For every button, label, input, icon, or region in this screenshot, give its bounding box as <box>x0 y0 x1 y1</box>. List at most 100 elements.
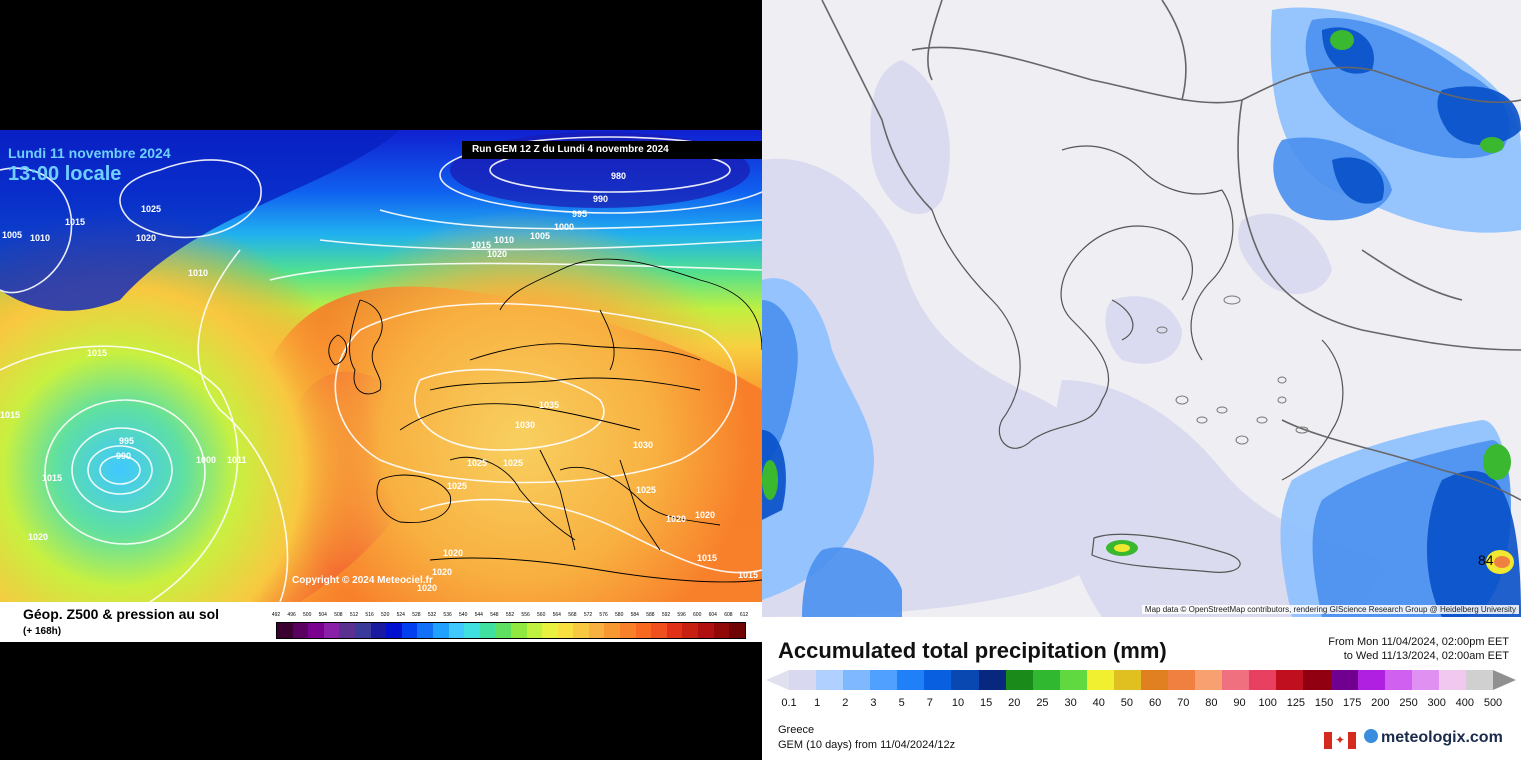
model-run-label: Run GEM 12 Z du Lundi 4 novembre 2024 <box>462 141 762 159</box>
precip-scale-tick: 300 <box>1427 697 1446 709</box>
z500-scale-tick: 512 <box>349 612 359 618</box>
z500-scale-tick: 496 <box>287 612 296 618</box>
precip-scale-swatch <box>1411 670 1439 690</box>
precip-scale-swatch <box>843 670 871 690</box>
z500-scale-swatch <box>526 623 543 638</box>
pressure-label: 995 <box>119 436 135 446</box>
precip-scale-swatch <box>1276 670 1304 690</box>
z500-scale-tick: 540 <box>459 612 468 618</box>
pressure-label: 1011 <box>227 455 247 465</box>
forecast-time: 13:00 locale <box>8 163 122 185</box>
precip-scale-tick: 50 <box>1120 697 1134 709</box>
precip-scale-swatch <box>1113 670 1142 690</box>
pressure-label: 980 <box>611 171 627 181</box>
z500-scale-swatch <box>479 623 496 638</box>
precip-scale-tick: 70 <box>1177 697 1190 709</box>
pressure-label: 1015 <box>697 553 718 563</box>
precip-scale-tick: 60 <box>1148 697 1162 709</box>
precip-scale-swatch <box>1303 670 1331 690</box>
pressure-label: 995 <box>572 209 588 219</box>
pressure-label: 1015 <box>65 217 86 227</box>
pressure-label: 1005 <box>530 231 551 241</box>
z500-scale-swatch <box>729 623 745 638</box>
z500-scale-tick: 520 <box>381 612 390 618</box>
z500-scale-tick: 600 <box>693 612 702 618</box>
z500-scale-tick: 532 <box>427 612 437 618</box>
pressure-label: 1025 <box>503 458 524 468</box>
z500-scale-labels: 492 496 500 504 508 512 516 520 524 528 532 536 540 5… <box>272 612 748 620</box>
pressure-label: 1020 <box>417 583 438 593</box>
precip-scale-swatch <box>1086 670 1114 690</box>
pressure-label: 1000 <box>196 455 217 465</box>
pressure-label: 1020 <box>695 510 716 520</box>
precip-scale-swatch <box>1059 670 1087 690</box>
z500-scale-swatch <box>495 623 511 638</box>
pressure-label: 1015 <box>0 410 21 420</box>
precipitation-map: 84 <box>762 0 1521 617</box>
precip-scale-tick: 10 <box>951 697 965 709</box>
z500-scale-tick: 608 <box>724 612 733 618</box>
precip-scale-tick: 7 <box>926 697 933 709</box>
precipitation-field <box>762 0 1521 617</box>
precipitation-color-scale <box>789 670 1494 690</box>
z500-scale-swatch <box>354 623 371 638</box>
pressure-label: 1005 <box>2 230 23 240</box>
z500-scale-tick: 528 <box>412 612 421 618</box>
z500-scale-swatch <box>713 623 730 638</box>
z500-scale-swatch <box>557 623 574 638</box>
precip-scale-tick: 175 <box>1343 697 1362 709</box>
z500-field <box>0 130 762 602</box>
precip-scale-swatch <box>1005 670 1033 690</box>
precip-scale-swatch <box>1438 670 1466 690</box>
z500-scale-swatch <box>542 623 558 638</box>
precip-scale-tick: 25 <box>1036 697 1049 709</box>
precip-scale-swatch <box>978 670 1006 690</box>
precip-scale-tick: 250 <box>1399 697 1418 709</box>
precip-scale-swatch <box>1330 670 1358 690</box>
precip-scale-swatch <box>1249 670 1277 690</box>
precip-scale-swatch <box>1222 670 1250 690</box>
precip-scale-tick: 90 <box>1233 697 1246 709</box>
pressure-label: 1015 <box>471 240 492 250</box>
precip-scale-tick: 0.1 <box>781 697 797 709</box>
pressure-label: 1020 <box>136 233 157 243</box>
brand-logo[interactable]: meteologix.com <box>1364 729 1503 747</box>
gem-z500-panel: Lundi 11 novembre 2024 13:00 locale Run … <box>0 130 762 642</box>
precip-scale-tick: 200 <box>1371 697 1390 709</box>
precip-scale-tick: 40 <box>1092 697 1105 709</box>
precipitation-scale-labels: 0.1 1 2 3 5 7 10 15 20 25 30 40 50 60 70 80 90 100 125 150 1… <box>781 697 1502 711</box>
precip-scale-swatch <box>897 670 925 690</box>
pressure-label: 1015 <box>87 348 108 358</box>
z500-scale-tick: 568 <box>568 612 577 618</box>
precip-scale-tick: 15 <box>979 697 993 709</box>
z500-scale-swatch <box>464 623 480 638</box>
z500-scale-swatch <box>292 623 309 638</box>
z500-scale-tick: 604 <box>708 612 717 618</box>
pressure-label: 1020 <box>443 548 464 558</box>
precip-scale-swatch <box>1032 670 1060 690</box>
z500-scale-tick: 580 <box>615 612 624 618</box>
precip-scale-swatch <box>1384 670 1412 690</box>
z500-scale-swatch <box>510 623 527 638</box>
z500-scale-swatch <box>417 623 433 638</box>
z500-scale-tick: 552 <box>505 612 515 618</box>
brand-name: meteologix.com <box>1381 729 1503 746</box>
pressure-label: 1020 <box>666 514 687 524</box>
period-from: From Mon 11/04/2024, 02:00pm EET <box>1328 636 1509 648</box>
z500-scale-tick: 588 <box>646 612 655 618</box>
precip-scale-swatch <box>1465 670 1494 690</box>
z500-scale-tick: 492 <box>271 612 281 618</box>
z500-scale-swatch <box>386 623 402 638</box>
z500-scale-swatch <box>339 623 355 638</box>
z500-scale-swatch <box>604 623 621 638</box>
precip-scale-tick: 1 <box>814 697 821 709</box>
precip-scale-tick: 500 <box>1483 697 1503 709</box>
precip-scale-swatch <box>951 670 979 690</box>
z500-scale-tick: 596 <box>677 612 686 618</box>
precip-scale-swatch <box>870 670 898 690</box>
z500-scale-tick: 556 <box>521 612 530 618</box>
z500-scale-tick: 544 <box>474 612 483 618</box>
precip-scale-swatch <box>1141 670 1169 690</box>
z500-scale-tick: 504 <box>318 612 327 618</box>
z500-color-scale <box>276 622 746 639</box>
